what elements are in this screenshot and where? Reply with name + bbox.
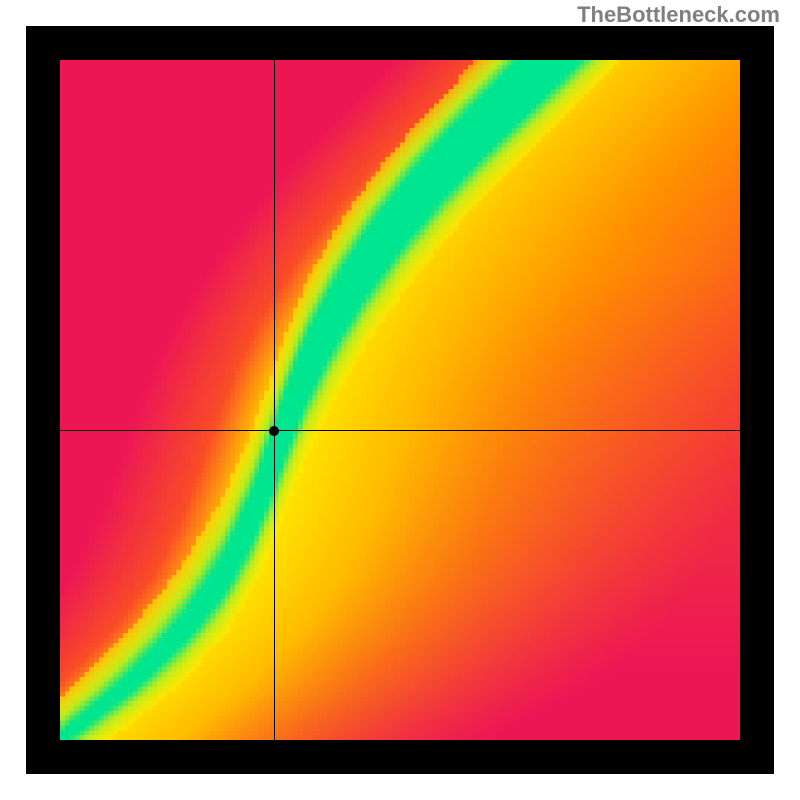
watermark-text: TheBottleneck.com bbox=[577, 2, 780, 28]
chart-frame bbox=[26, 26, 774, 774]
crosshair-vertical bbox=[274, 60, 275, 740]
crosshair-horizontal bbox=[60, 430, 740, 431]
data-point-marker bbox=[269, 426, 279, 436]
bottleneck-heatmap bbox=[60, 60, 740, 740]
